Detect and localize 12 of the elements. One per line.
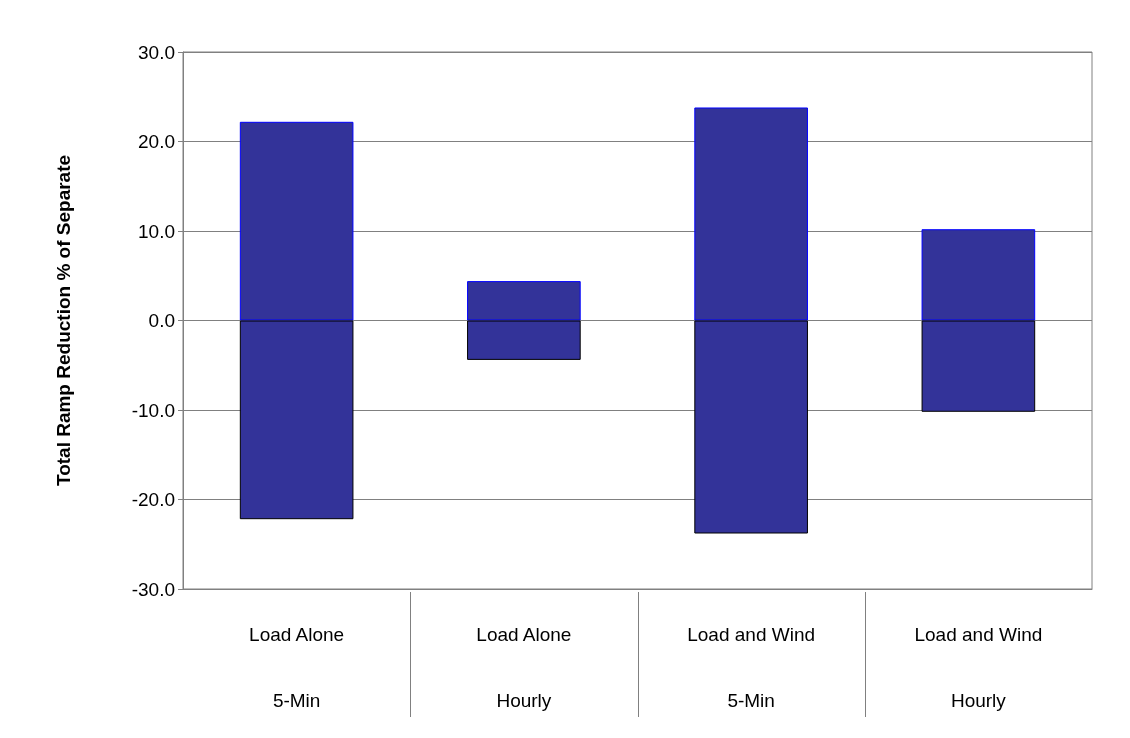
category-label: Load and Wind Hourly [914, 623, 1043, 711]
category-label: Load and Wind 5-Min [687, 623, 816, 711]
y-axis-title: Total Ramp Reduction % of Separate [53, 154, 74, 487]
y-tick-label: -10.0 [131, 399, 175, 421]
category-label: Load Alone Hourly [476, 623, 572, 711]
y-tick-label: 20.0 [138, 131, 175, 152]
y-tick-label: -30.0 [131, 578, 175, 600]
y-tick-label: 0.0 [148, 310, 175, 331]
category-label: Load Alone 5-Min [249, 623, 345, 711]
y-tick-label: 30.0 [138, 41, 175, 63]
y-tick-label: 10.0 [138, 220, 175, 242]
y-tick-label: -20.0 [131, 489, 175, 510]
